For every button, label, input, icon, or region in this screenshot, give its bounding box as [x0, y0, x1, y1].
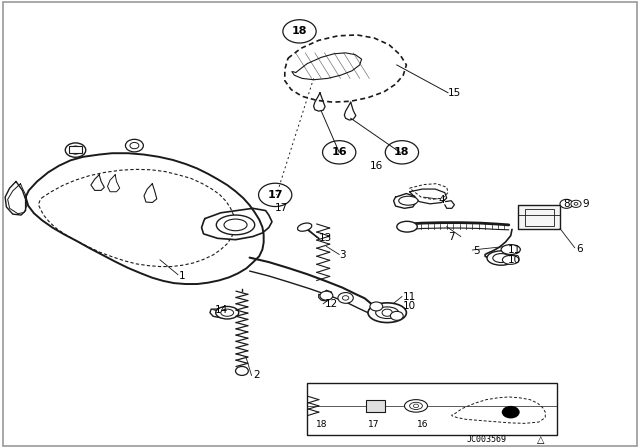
Bar — [518, 205, 560, 229]
Text: 2: 2 — [253, 370, 259, 380]
Text: 12: 12 — [324, 299, 338, 309]
Text: 16: 16 — [417, 420, 428, 429]
Text: 18: 18 — [394, 147, 410, 157]
Text: 7: 7 — [448, 233, 454, 242]
Text: 11: 11 — [508, 245, 521, 254]
Ellipse shape — [216, 215, 255, 235]
Circle shape — [571, 200, 581, 207]
Text: 18: 18 — [292, 26, 307, 36]
Circle shape — [125, 139, 143, 152]
Ellipse shape — [368, 303, 406, 323]
Text: 16: 16 — [332, 147, 347, 157]
Text: 9: 9 — [582, 199, 589, 209]
Text: 17: 17 — [275, 203, 289, 213]
Circle shape — [65, 143, 86, 157]
Circle shape — [560, 199, 573, 208]
Text: 5: 5 — [474, 246, 480, 256]
Circle shape — [370, 302, 383, 311]
Circle shape — [236, 366, 248, 375]
Ellipse shape — [501, 245, 520, 254]
Bar — [307, 383, 557, 435]
Circle shape — [338, 293, 353, 303]
Circle shape — [502, 406, 520, 418]
Text: △: △ — [537, 435, 545, 445]
Bar — [366, 400, 385, 412]
Ellipse shape — [298, 223, 312, 231]
Text: 15: 15 — [448, 88, 461, 98]
Text: 18: 18 — [316, 420, 327, 429]
Ellipse shape — [487, 251, 515, 265]
Bar — [525, 209, 554, 226]
Text: 17: 17 — [268, 190, 283, 200]
Text: 3: 3 — [339, 250, 346, 260]
Ellipse shape — [399, 196, 418, 205]
Text: JC003569: JC003569 — [467, 435, 506, 444]
Ellipse shape — [404, 400, 428, 412]
Text: 8: 8 — [563, 199, 570, 209]
Text: 13: 13 — [319, 233, 332, 243]
Text: 16: 16 — [370, 161, 383, 171]
Text: 4: 4 — [438, 195, 445, 205]
Ellipse shape — [216, 306, 239, 319]
Text: 17: 17 — [368, 420, 380, 429]
Text: 10: 10 — [508, 255, 521, 265]
Text: 10: 10 — [403, 302, 417, 311]
Text: 11: 11 — [403, 292, 417, 302]
Text: 14: 14 — [215, 305, 228, 315]
Bar — [69, 146, 82, 153]
Ellipse shape — [502, 255, 519, 264]
Circle shape — [390, 311, 403, 320]
Circle shape — [320, 291, 333, 300]
Ellipse shape — [397, 221, 417, 232]
Text: 6: 6 — [576, 244, 582, 254]
Text: 1: 1 — [179, 271, 186, 280]
